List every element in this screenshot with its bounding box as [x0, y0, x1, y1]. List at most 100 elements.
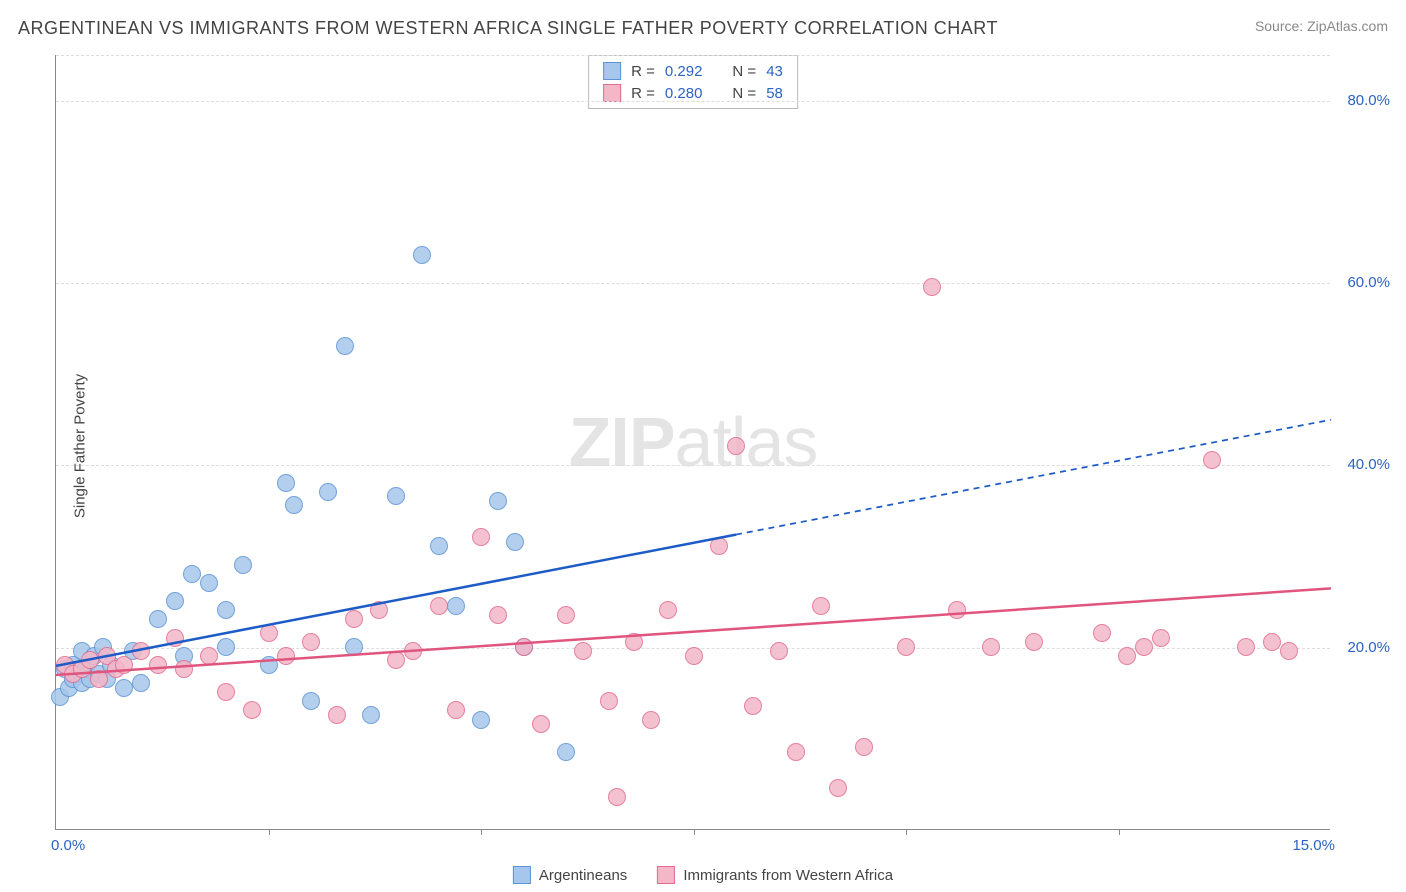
scatter-point-immigrants-western-africa [787, 743, 805, 761]
scatter-point-immigrants-western-africa [1280, 642, 1298, 660]
scatter-point-immigrants-western-africa [1237, 638, 1255, 656]
scatter-point-immigrants-western-africa [574, 642, 592, 660]
scatter-point-immigrants-western-africa [345, 610, 363, 628]
scatter-point-immigrants-western-africa [982, 638, 1000, 656]
scatter-point-immigrants-western-africa [149, 656, 167, 674]
watermark: ZIPatlas [569, 402, 818, 482]
x-tick [906, 829, 907, 835]
scatter-point-immigrants-western-africa [404, 642, 422, 660]
gridline [56, 101, 1330, 102]
legend-r-label: R = [631, 85, 655, 102]
scatter-point-immigrants-western-africa [166, 629, 184, 647]
scatter-point-immigrants-western-africa [557, 606, 575, 624]
scatter-point-immigrants-western-africa [812, 597, 830, 615]
scatter-point-immigrants-western-africa [1135, 638, 1153, 656]
x-tick [1119, 829, 1120, 835]
scatter-point-immigrants-western-africa [1152, 629, 1170, 647]
x-axis-limit-label: 0.0% [51, 837, 85, 854]
scatter-point-immigrants-western-africa [744, 697, 762, 715]
y-tick-label: 60.0% [1335, 274, 1390, 291]
scatter-point-argentineans [302, 692, 320, 710]
series-legend-item-argentineans: Argentineans [513, 866, 627, 884]
legend-n-label: N = [732, 63, 756, 80]
legend-n-label: N = [732, 85, 756, 102]
scatter-point-immigrants-western-africa [472, 528, 490, 546]
scatter-point-immigrants-western-africa [1263, 633, 1281, 651]
scatter-point-argentineans [387, 487, 405, 505]
scatter-point-argentineans [413, 246, 431, 264]
scatter-point-immigrants-western-africa [608, 788, 626, 806]
scatter-point-immigrants-western-africa [685, 647, 703, 665]
scatter-point-argentineans [166, 592, 184, 610]
scatter-point-immigrants-western-africa [447, 701, 465, 719]
scatter-point-immigrants-western-africa [277, 647, 295, 665]
gridline [56, 55, 1330, 56]
scatter-point-immigrants-western-africa [1093, 624, 1111, 642]
scatter-point-immigrants-western-africa [727, 437, 745, 455]
scatter-point-immigrants-western-africa [625, 633, 643, 651]
scatter-point-immigrants-western-africa [1203, 451, 1221, 469]
chart-title: ARGENTINEAN VS IMMIGRANTS FROM WESTERN A… [18, 18, 998, 39]
legend-swatch-icon [603, 84, 621, 102]
scatter-point-argentineans [336, 337, 354, 355]
scatter-point-immigrants-western-africa [430, 597, 448, 615]
scatter-point-immigrants-western-africa [897, 638, 915, 656]
scatter-point-immigrants-western-africa [115, 656, 133, 674]
scatter-point-argentineans [217, 638, 235, 656]
scatter-point-argentineans [345, 638, 363, 656]
x-tick [694, 829, 695, 835]
scatter-point-argentineans [447, 597, 465, 615]
scatter-point-immigrants-western-africa [515, 638, 533, 656]
series-legend-label: Argentineans [539, 867, 627, 884]
scatter-point-argentineans [489, 492, 507, 510]
gridline [56, 283, 1330, 284]
series-legend-label: Immigrants from Western Africa [683, 867, 893, 884]
series-legend: Argentineans Immigrants from Western Afri… [513, 866, 893, 884]
scatter-point-argentineans [319, 483, 337, 501]
scatter-point-argentineans [115, 679, 133, 697]
legend-r-label: R = [631, 63, 655, 80]
scatter-point-argentineans [183, 565, 201, 583]
scatter-point-immigrants-western-africa [328, 706, 346, 724]
scatter-point-immigrants-western-africa [855, 738, 873, 756]
series-legend-item-immigrants-western-africa: Immigrants from Western Africa [657, 866, 893, 884]
scatter-point-argentineans [217, 601, 235, 619]
scatter-point-argentineans [557, 743, 575, 761]
scatter-point-immigrants-western-africa [81, 651, 99, 669]
scatter-point-immigrants-western-africa [600, 692, 618, 710]
scatter-point-immigrants-western-africa [923, 278, 941, 296]
legend-r-value: 0.280 [665, 85, 703, 102]
scatter-point-immigrants-western-africa [200, 647, 218, 665]
scatter-point-immigrants-western-africa [489, 606, 507, 624]
scatter-point-argentineans [362, 706, 380, 724]
legend-n-value: 43 [766, 63, 783, 80]
scatter-point-immigrants-western-africa [1118, 647, 1136, 665]
x-axis-limit-label: 15.0% [1292, 837, 1335, 854]
scatter-point-immigrants-western-africa [90, 670, 108, 688]
scatter-point-immigrants-western-africa [175, 660, 193, 678]
y-tick-label: 20.0% [1335, 639, 1390, 656]
x-tick [481, 829, 482, 835]
legend-r-value: 0.292 [665, 63, 703, 80]
legend-swatch-icon [513, 866, 531, 884]
scatter-point-immigrants-western-africa [132, 642, 150, 660]
scatter-point-argentineans [285, 496, 303, 514]
x-tick [269, 829, 270, 835]
scatter-point-argentineans [260, 656, 278, 674]
gridline [56, 465, 1330, 466]
scatter-point-argentineans [472, 711, 490, 729]
scatter-point-argentineans [149, 610, 167, 628]
legend-n-value: 58 [766, 85, 783, 102]
scatter-point-immigrants-western-africa [302, 633, 320, 651]
scatter-point-immigrants-western-africa [1025, 633, 1043, 651]
scatter-point-immigrants-western-africa [217, 683, 235, 701]
scatter-point-immigrants-western-africa [770, 642, 788, 660]
legend-swatch-icon [603, 62, 621, 80]
scatter-point-immigrants-western-africa [642, 711, 660, 729]
scatter-point-argentineans [506, 533, 524, 551]
scatter-point-argentineans [277, 474, 295, 492]
scatter-point-immigrants-western-africa [948, 601, 966, 619]
scatter-plot-area: ZIPatlas R =0.292N =43R =0.280N =58 20.0… [55, 55, 1330, 830]
scatter-point-argentineans [234, 556, 252, 574]
scatter-point-argentineans [132, 674, 150, 692]
